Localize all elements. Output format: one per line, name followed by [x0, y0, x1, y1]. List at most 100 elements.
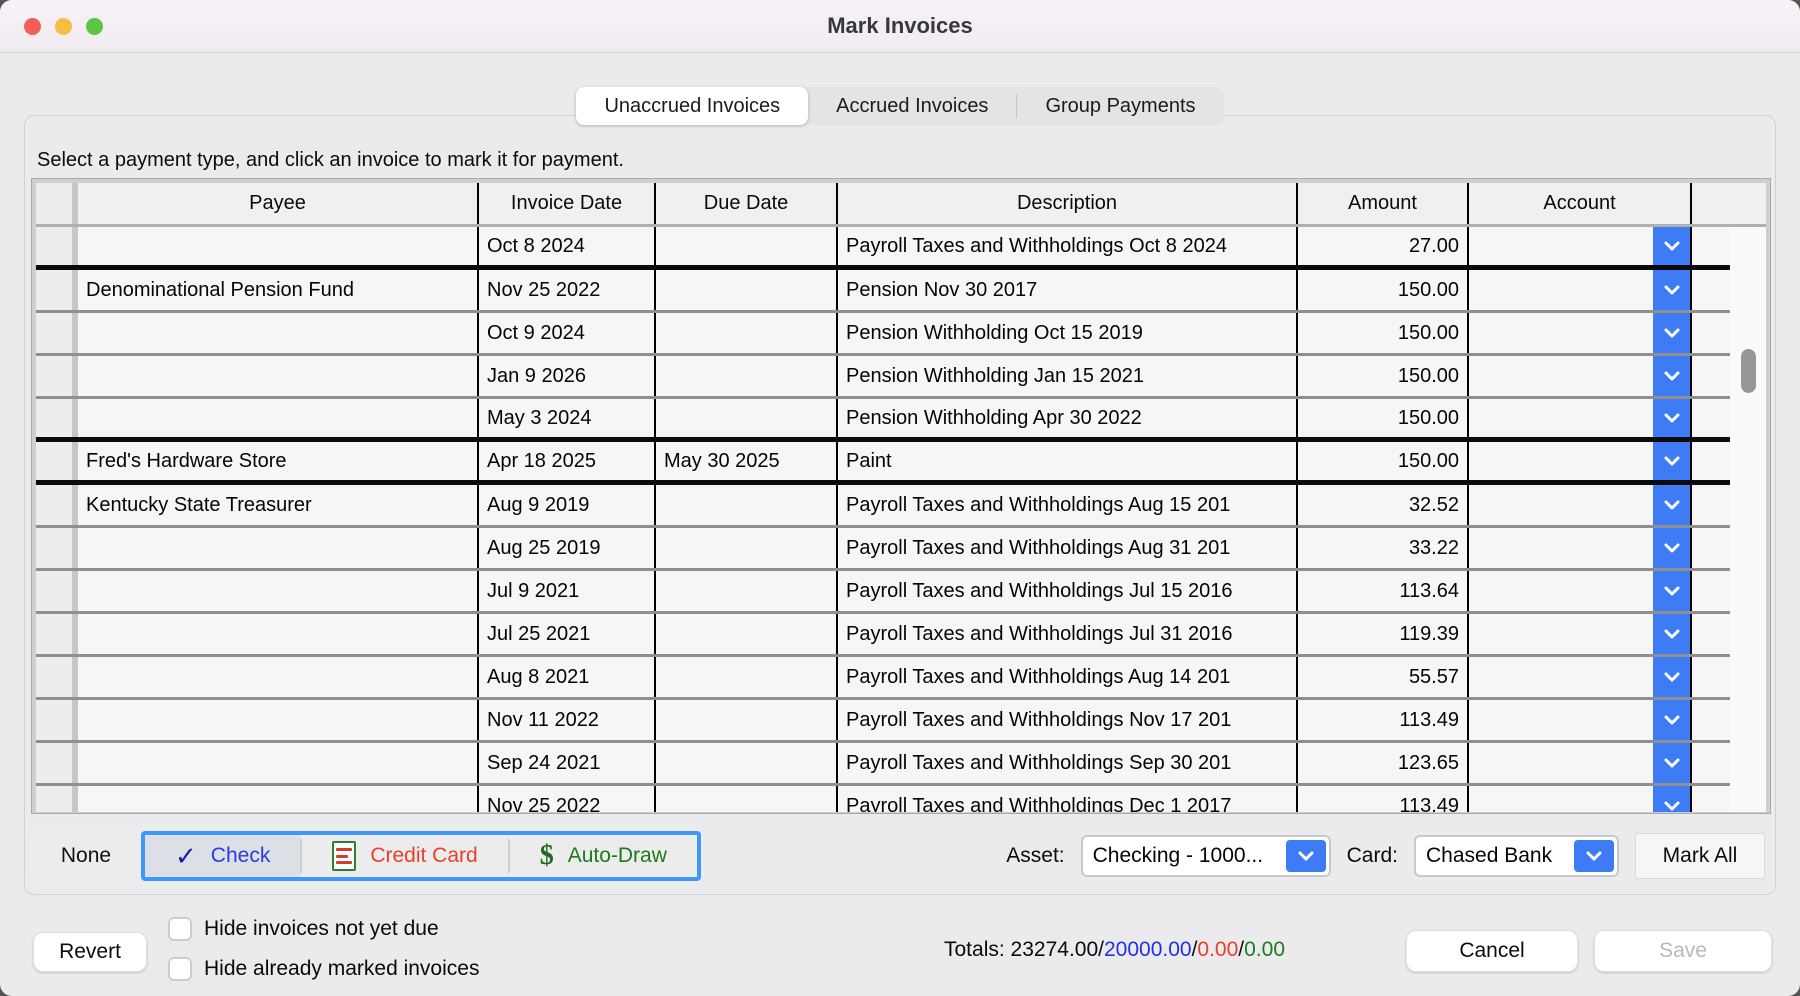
- row-handle[interactable]: [36, 657, 78, 697]
- payment-type-check[interactable]: ✓ Check: [145, 835, 301, 877]
- table-row[interactable]: Aug 25 2019 Payroll Taxes and Withholdin…: [36, 528, 1766, 571]
- table-row[interactable]: Nov 11 2022 Payroll Taxes and Withholdin…: [36, 700, 1766, 743]
- account-dropdown-button[interactable]: [1653, 614, 1690, 654]
- cell-description: Payroll Taxes and Withholdings Nov 17 20…: [838, 700, 1298, 740]
- instruction-text: Select a payment type, and click an invo…: [37, 149, 624, 171]
- cell-invoice-date: Jan 9 2026: [479, 356, 656, 396]
- row-handle[interactable]: [36, 700, 78, 740]
- cell-payee: Kentucky State Treasurer: [78, 485, 479, 525]
- card-dropdown[interactable]: Chased Bank: [1414, 835, 1619, 877]
- cell-payee: [78, 657, 479, 697]
- account-dropdown-button[interactable]: [1653, 356, 1690, 396]
- row-handle[interactable]: [36, 227, 78, 265]
- cell-invoice-date: Aug 9 2019: [479, 485, 656, 525]
- tab-unaccrued-invoices[interactable]: Unaccrued Invoices: [576, 87, 809, 125]
- hide-marked-row: Hide already marked invoices: [168, 954, 479, 984]
- hide-not-due-checkbox[interactable]: [168, 917, 192, 941]
- row-handle[interactable]: [36, 528, 78, 568]
- cell-amount: 150.00: [1298, 313, 1469, 353]
- table-row[interactable]: Oct 8 2024 Payroll Taxes and Withholding…: [36, 227, 1766, 270]
- cell-account: [1469, 657, 1692, 697]
- payment-type-none[interactable]: None: [60, 844, 112, 867]
- row-handle[interactable]: [36, 485, 78, 525]
- hide-marked-checkbox[interactable]: [168, 957, 192, 981]
- account-dropdown-button[interactable]: [1653, 657, 1690, 697]
- account-dropdown-button[interactable]: [1653, 571, 1690, 611]
- cell-amount: 27.00: [1298, 227, 1469, 265]
- dollar-icon: $: [539, 840, 554, 871]
- cell-payee: [78, 786, 479, 812]
- close-window-button[interactable]: [24, 18, 41, 35]
- cell-description: Paint: [838, 442, 1298, 480]
- account-dropdown-button[interactable]: [1653, 528, 1690, 568]
- cell-due-date: [656, 571, 838, 611]
- account-dropdown-button[interactable]: [1653, 227, 1690, 265]
- payment-type-auto-draw[interactable]: $ Auto-Draw: [539, 840, 667, 871]
- save-button[interactable]: Save: [1594, 930, 1772, 972]
- asset-dropdown[interactable]: Checking - 1000...: [1080, 835, 1331, 877]
- account-dropdown-button[interactable]: [1653, 270, 1690, 310]
- cell-amount: 33.22: [1298, 528, 1469, 568]
- cell-invoice-date: Apr 18 2025: [479, 442, 656, 480]
- cell-account: [1469, 485, 1692, 525]
- cell-description: Payroll Taxes and Withholdings Jul 31 20…: [838, 614, 1298, 654]
- tab-accrued-invoices[interactable]: Accrued Invoices: [836, 94, 989, 117]
- table-row[interactable]: Oct 9 2024 Pension Withholding Oct 15 20…: [36, 313, 1766, 356]
- table-row[interactable]: Jan 9 2026 Pension Withholding Jan 15 20…: [36, 356, 1766, 399]
- table-row[interactable]: Nov 25 2022 Payroll Taxes and Withholdin…: [36, 786, 1766, 812]
- cell-invoice-date: Jul 9 2021: [479, 571, 656, 611]
- cell-invoice-date: Aug 25 2019: [479, 528, 656, 568]
- revert-button[interactable]: Revert: [33, 932, 147, 972]
- scrollbar-thumb[interactable]: [1741, 349, 1756, 393]
- cancel-button[interactable]: Cancel: [1406, 930, 1578, 972]
- row-handle[interactable]: [36, 442, 78, 480]
- cell-due-date: [656, 313, 838, 353]
- minimize-window-button[interactable]: [55, 18, 72, 35]
- hide-marked-label: Hide already marked invoices: [204, 957, 480, 980]
- header-amount: Amount: [1298, 183, 1469, 224]
- tab-group-payments[interactable]: Group Payments: [1045, 94, 1196, 117]
- zoom-window-button[interactable]: [86, 18, 103, 35]
- account-dropdown-button[interactable]: [1653, 743, 1690, 783]
- row-handle[interactable]: [36, 270, 78, 310]
- cell-due-date: [656, 485, 838, 525]
- cell-amount: 150.00: [1298, 442, 1469, 480]
- account-dropdown-button[interactable]: [1653, 313, 1690, 353]
- cell-amount: 150.00: [1298, 270, 1469, 310]
- header-account: Account: [1469, 183, 1692, 224]
- row-handle[interactable]: [36, 356, 78, 396]
- chevron-down-icon[interactable]: [1574, 840, 1614, 872]
- table-row[interactable]: May 3 2024 Pension Withholding Apr 30 20…: [36, 399, 1766, 442]
- vertical-scrollbar[interactable]: [1730, 227, 1766, 809]
- footer-bar: Revert Hide invoices not yet due Hide al…: [0, 900, 1800, 996]
- table-row[interactable]: Jul 9 2021 Payroll Taxes and Withholding…: [36, 571, 1766, 614]
- row-handle[interactable]: [36, 743, 78, 783]
- cell-due-date: [656, 356, 838, 396]
- account-dropdown-button[interactable]: [1653, 786, 1690, 812]
- mark-all-button[interactable]: Mark All: [1635, 833, 1765, 879]
- table-row[interactable]: Aug 8 2021 Payroll Taxes and Withholding…: [36, 657, 1766, 700]
- table-row[interactable]: Jul 25 2021 Payroll Taxes and Withholdin…: [36, 614, 1766, 657]
- table-row[interactable]: Kentucky State Treasurer Aug 9 2019 Payr…: [36, 485, 1766, 528]
- row-handle[interactable]: [36, 399, 78, 437]
- payment-type-row: None ✓ Check Credit Card: [31, 828, 701, 884]
- account-dropdown-button[interactable]: [1653, 442, 1690, 480]
- account-dropdown-button[interactable]: [1653, 399, 1690, 437]
- table-row[interactable]: Fred's Hardware Store Apr 18 2025 May 30…: [36, 442, 1766, 485]
- row-handle[interactable]: [36, 571, 78, 611]
- payment-type-group: ✓ Check Credit Card $ Auto-Draw: [141, 831, 701, 881]
- cell-due-date: [656, 614, 838, 654]
- payment-account-controls: Asset: Checking - 1000... Card: Chased B…: [1006, 828, 1765, 884]
- row-handle[interactable]: [36, 786, 78, 812]
- table-row[interactable]: Denominational Pension Fund Nov 25 2022 …: [36, 270, 1766, 313]
- cell-due-date: [656, 743, 838, 783]
- account-dropdown-button[interactable]: [1653, 700, 1690, 740]
- account-dropdown-button[interactable]: [1653, 485, 1690, 525]
- table-row[interactable]: Sep 24 2021 Payroll Taxes and Withholdin…: [36, 743, 1766, 786]
- cell-amount: 113.49: [1298, 700, 1469, 740]
- table-header-row: Payee Invoice Date Due Date Description …: [36, 183, 1766, 227]
- chevron-down-icon[interactable]: [1285, 840, 1326, 872]
- payment-type-credit-card[interactable]: Credit Card: [302, 835, 507, 877]
- row-handle[interactable]: [36, 614, 78, 654]
- row-handle[interactable]: [36, 313, 78, 353]
